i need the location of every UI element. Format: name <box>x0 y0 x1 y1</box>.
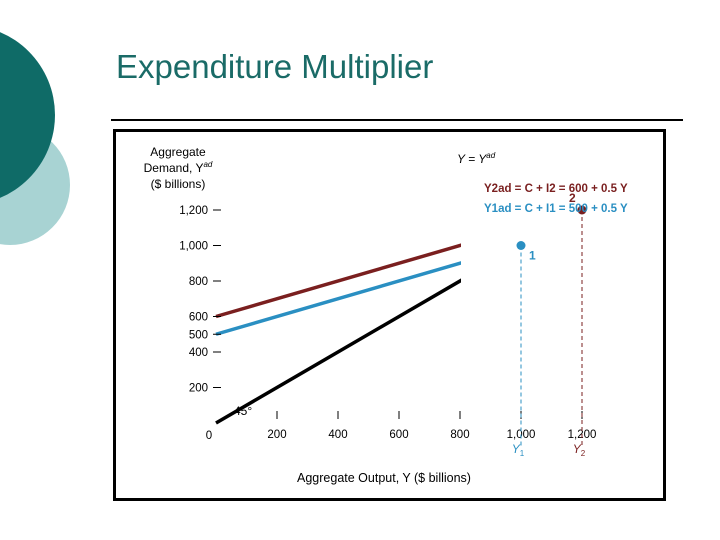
title-divider <box>111 119 683 121</box>
equilibrium-point <box>577 205 587 215</box>
decorative-circles <box>0 32 70 245</box>
series-line <box>215 278 461 425</box>
equilibrium-output-label: Y2 <box>573 442 586 458</box>
y-tick-label: 600 <box>189 312 208 324</box>
y-axis-label-line1: Aggregate <box>150 145 206 159</box>
equilibrium-output-label: Y1 <box>512 442 525 458</box>
y-tick-label: 200 <box>189 383 208 395</box>
x-tick-label: 600 <box>389 429 408 441</box>
y-tick-label: 1,200 <box>179 205 208 217</box>
point-label-1: 1 <box>529 249 536 263</box>
y-tick-label: 500 <box>189 329 208 341</box>
series-line <box>215 261 461 336</box>
point-label-2: 2 <box>569 191 576 205</box>
y-tick-label: 400 <box>189 347 208 359</box>
y-tick-label: 1,000 <box>179 241 208 253</box>
y-axis-label-line2: Demand, Yad <box>144 160 213 175</box>
legend-identity-label: Y = Yad <box>457 151 496 166</box>
slide-title: Expenditure Multiplier <box>116 48 434 85</box>
x-tick-label: 200 <box>267 429 286 441</box>
series-line <box>215 243 461 319</box>
origin-label: 0 <box>206 430 212 442</box>
angle-label: 45° <box>234 404 252 418</box>
x-tick-label: 800 <box>450 429 469 441</box>
y-axis-label-line3: ($ billions) <box>151 177 206 191</box>
equilibrium-point <box>516 241 526 250</box>
chart-frame: 200 400 500 600 800 1,000 1,200 200 400 600 800 1,0… <box>113 129 666 501</box>
legend-line2-label: Y2ad = C + I2 = 600 + 0.5 Y <box>484 183 628 195</box>
x-axis-label: Aggregate Output, Y ($ billions) <box>297 471 471 485</box>
y-tick-label: 800 <box>189 276 208 288</box>
dark-circle <box>0 32 55 198</box>
legend-line1-label: Y1ad = C + I1 = 500 + 0.5 Y <box>484 203 628 215</box>
x-tick-label: 400 <box>328 429 347 441</box>
